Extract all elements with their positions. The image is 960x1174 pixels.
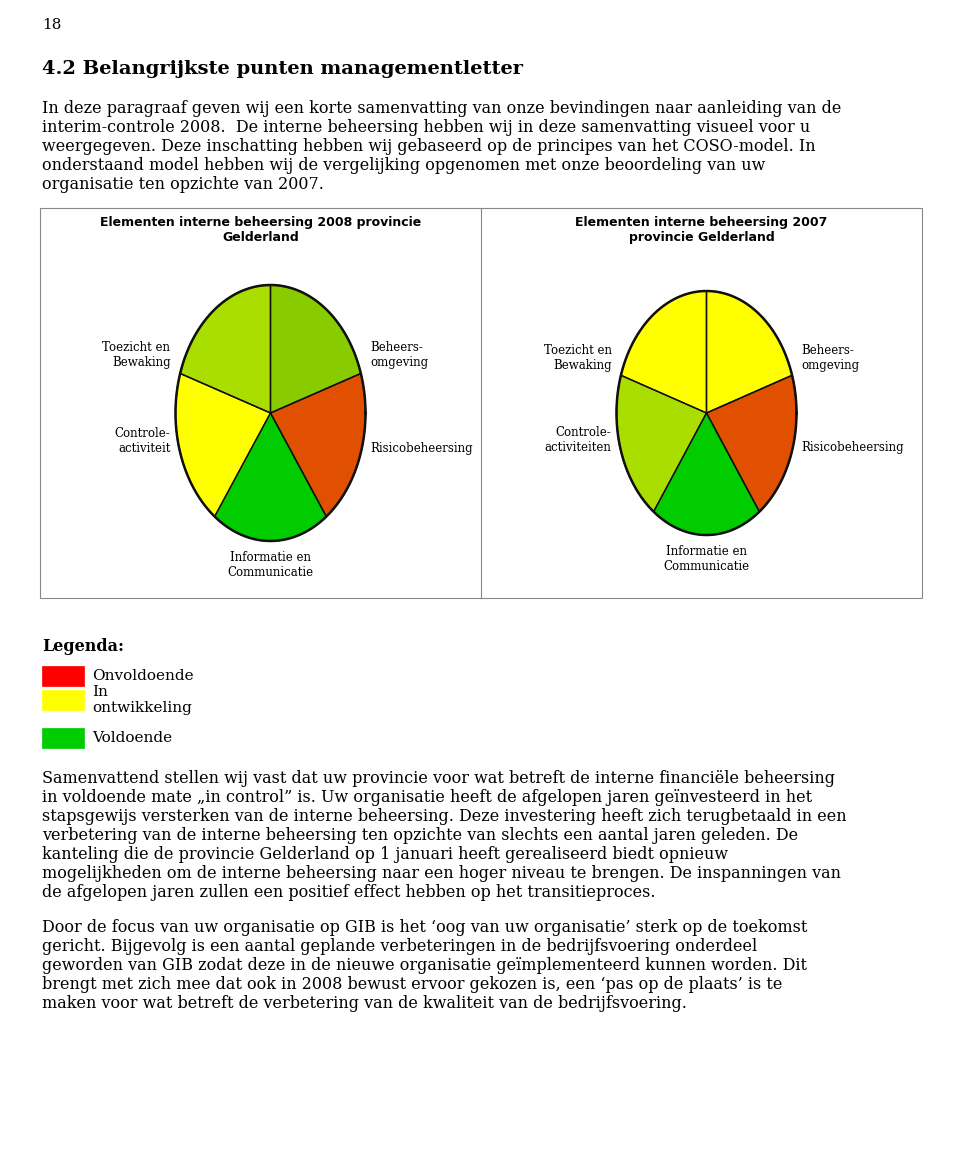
Text: Risicobeheersing: Risicobeheersing: [371, 443, 473, 456]
Text: Beheers-
omgeving: Beheers- omgeving: [371, 342, 428, 370]
Text: organisatie ten opzichte van 2007.: organisatie ten opzichte van 2007.: [42, 176, 324, 193]
Text: maken voor wat betreft de verbetering van de kwaliteit van de bedrijfsvoering.: maken voor wat betreft de verbetering va…: [42, 996, 686, 1012]
Polygon shape: [176, 373, 271, 517]
Text: Legenda:: Legenda:: [42, 637, 124, 655]
Text: weergegeven. Deze inschatting hebben wij gebaseerd op de principes van het COSO-: weergegeven. Deze inschatting hebben wij…: [42, 139, 816, 155]
Text: Samenvattend stellen wij vast dat uw provincie voor wat betreft de interne finan: Samenvattend stellen wij vast dat uw pro…: [42, 770, 835, 787]
Bar: [42, 666, 84, 686]
Text: Informatie en
Communicatie: Informatie en Communicatie: [228, 551, 314, 579]
Text: brengt met zich mee dat ook in 2008 bewust ervoor gekozen is, een ‘pas op de pla: brengt met zich mee dat ook in 2008 bewu…: [42, 976, 782, 993]
Text: interim-controle 2008.  De interne beheersing hebben wij in deze samenvatting vi: interim-controle 2008. De interne beheer…: [42, 119, 810, 136]
Text: 4.2 Belangrijkste punten managementletter: 4.2 Belangrijkste punten managementlette…: [42, 60, 523, 77]
Polygon shape: [271, 373, 366, 517]
Bar: [42, 728, 84, 748]
Text: Toezicht en
Bewaking: Toezicht en Bewaking: [543, 344, 612, 372]
Text: Controle-
activiteiten: Controle- activiteiten: [544, 426, 612, 454]
Text: Onvoldoende: Onvoldoende: [92, 669, 194, 683]
Bar: [40, 208, 922, 598]
Polygon shape: [654, 413, 759, 535]
Text: mogelijkheden om de interne beheersing naar een hoger niveau te brengen. De insp: mogelijkheden om de interne beheersing n…: [42, 865, 841, 882]
Bar: [42, 690, 84, 710]
Text: geworden van GIB zodat deze in de nieuwe organisatie geïmplementeerd kunnen word: geworden van GIB zodat deze in de nieuwe…: [42, 957, 807, 974]
Polygon shape: [707, 291, 792, 413]
Polygon shape: [215, 413, 326, 541]
Text: Door de focus van uw organisatie op GIB is het ‘oog van uw organisatie’ sterk op: Door de focus van uw organisatie op GIB …: [42, 919, 807, 936]
Text: onderstaand model hebben wij de vergelijking opgenomen met onze beoordeling van : onderstaand model hebben wij de vergelij…: [42, 157, 765, 174]
Text: Controle-
activiteit: Controle- activiteit: [115, 427, 171, 456]
Text: 18: 18: [42, 18, 61, 32]
Text: de afgelopen jaren zullen een positief effect hebben op het transitieproces.: de afgelopen jaren zullen een positief e…: [42, 884, 656, 900]
Text: stapsgewijs versterken van de interne beheersing. Deze investering heeft zich te: stapsgewijs versterken van de interne be…: [42, 808, 847, 825]
Text: in voldoende mate „in control” is. Uw organisatie heeft de afgelopen jaren geïnv: in voldoende mate „in control” is. Uw or…: [42, 789, 812, 807]
Text: Informatie en
Communicatie: Informatie en Communicatie: [663, 545, 750, 573]
Text: verbetering van de interne beheersing ten opzichte van slechts een aantal jaren : verbetering van de interne beheersing te…: [42, 826, 798, 844]
Text: Beheers-
omgeving: Beheers- omgeving: [802, 344, 859, 372]
Text: kanteling die de provincie Gelderland op 1 januari heeft gerealiseerd biedt opni: kanteling die de provincie Gelderland op…: [42, 846, 728, 863]
Text: Voldoende: Voldoende: [92, 731, 172, 745]
Text: Elementen interne beheersing 2007
provincie Gelderland: Elementen interne beheersing 2007 provin…: [575, 216, 828, 244]
Polygon shape: [707, 376, 797, 512]
Text: In
ontwikkeling: In ontwikkeling: [92, 684, 192, 715]
Polygon shape: [180, 285, 271, 413]
Polygon shape: [621, 291, 707, 413]
Polygon shape: [271, 285, 361, 413]
Text: In deze paragraaf geven wij een korte samenvatting van onze bevindingen naar aan: In deze paragraaf geven wij een korte sa…: [42, 100, 841, 117]
Text: gericht. Bijgevolg is een aantal geplande verbeteringen in de bedrijfsvoering on: gericht. Bijgevolg is een aantal gepland…: [42, 938, 757, 954]
Polygon shape: [616, 376, 707, 512]
Text: Elementen interne beheersing 2008 provincie
Gelderland: Elementen interne beheersing 2008 provin…: [100, 216, 421, 244]
Text: Risicobeheersing: Risicobeheersing: [802, 440, 904, 453]
Text: Toezicht en
Bewaking: Toezicht en Bewaking: [103, 342, 171, 370]
